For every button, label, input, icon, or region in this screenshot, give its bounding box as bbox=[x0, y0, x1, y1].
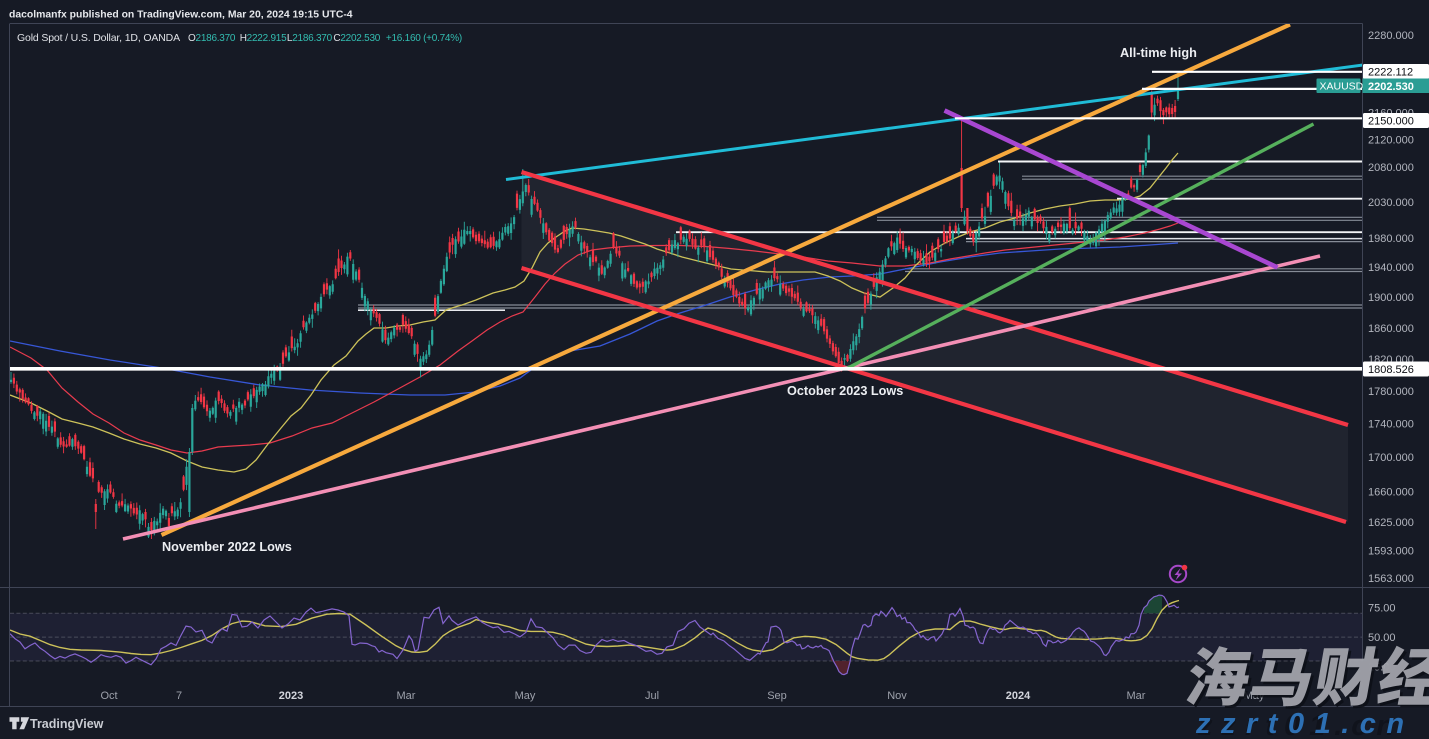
svg-text:Nov: Nov bbox=[887, 690, 907, 702]
svg-text:1593.000: 1593.000 bbox=[1368, 546, 1414, 558]
svg-text:2202.530: 2202.530 bbox=[1368, 81, 1414, 93]
svg-text:2024: 2024 bbox=[1006, 690, 1031, 702]
svg-text:2080.000: 2080.000 bbox=[1368, 162, 1414, 174]
svg-text:1940.000: 1940.000 bbox=[1368, 262, 1414, 274]
svg-text:All-time high: All-time high bbox=[1120, 46, 1197, 60]
svg-text:2280.000: 2280.000 bbox=[1368, 30, 1414, 42]
svg-text:Mar: Mar bbox=[1127, 690, 1146, 702]
svg-text:1740.000: 1740.000 bbox=[1368, 419, 1414, 431]
svg-text:1780.000: 1780.000 bbox=[1368, 386, 1414, 398]
svg-text:2023: 2023 bbox=[279, 690, 303, 702]
svg-text:1700.000: 1700.000 bbox=[1368, 452, 1414, 464]
svg-text:50.00: 50.00 bbox=[1368, 632, 1396, 644]
svg-text:2150.000: 2150.000 bbox=[1368, 116, 1414, 128]
svg-text:November 2022 Lows: November 2022 Lows bbox=[162, 540, 292, 554]
svg-text:2120.000: 2120.000 bbox=[1368, 135, 1414, 147]
svg-text:7: 7 bbox=[176, 690, 182, 702]
svg-text:1660.000: 1660.000 bbox=[1368, 486, 1414, 498]
svg-text:75.00: 75.00 bbox=[1368, 603, 1396, 615]
svg-text:Oct: Oct bbox=[100, 690, 117, 702]
svg-text:Sep: Sep bbox=[767, 690, 787, 702]
svg-text:zzrt01.cn: zzrt01.cn bbox=[1195, 708, 1415, 739]
svg-text:Mar: Mar bbox=[397, 690, 416, 702]
svg-text:October 2023 Lows: October 2023 Lows bbox=[787, 384, 903, 398]
svg-text:Gold Spot / U.S. Dollar, 1D, O: Gold Spot / U.S. Dollar, 1D, OANDA bbox=[17, 32, 180, 44]
svg-text:1625.000: 1625.000 bbox=[1368, 517, 1414, 529]
svg-text:dacolmanfx published on Tradin: dacolmanfx published on TradingView.com,… bbox=[9, 10, 353, 21]
svg-text:1808.526: 1808.526 bbox=[1368, 364, 1414, 376]
svg-text:1563.000: 1563.000 bbox=[1368, 573, 1414, 585]
svg-text:May: May bbox=[515, 690, 536, 702]
svg-text:1980.000: 1980.000 bbox=[1368, 233, 1414, 245]
svg-text:TradingView: TradingView bbox=[30, 717, 104, 731]
svg-text:XAUUSD: XAUUSD bbox=[1320, 81, 1364, 93]
svg-text:2030.000: 2030.000 bbox=[1368, 197, 1414, 209]
svg-text:1900.000: 1900.000 bbox=[1368, 292, 1414, 304]
svg-text:Jul: Jul bbox=[645, 690, 659, 702]
svg-text:zzrt01.cn: zzrt01.cn bbox=[1197, 710, 1403, 739]
svg-text:1860.000: 1860.000 bbox=[1368, 323, 1414, 335]
svg-text:2222.112: 2222.112 bbox=[1368, 67, 1413, 79]
